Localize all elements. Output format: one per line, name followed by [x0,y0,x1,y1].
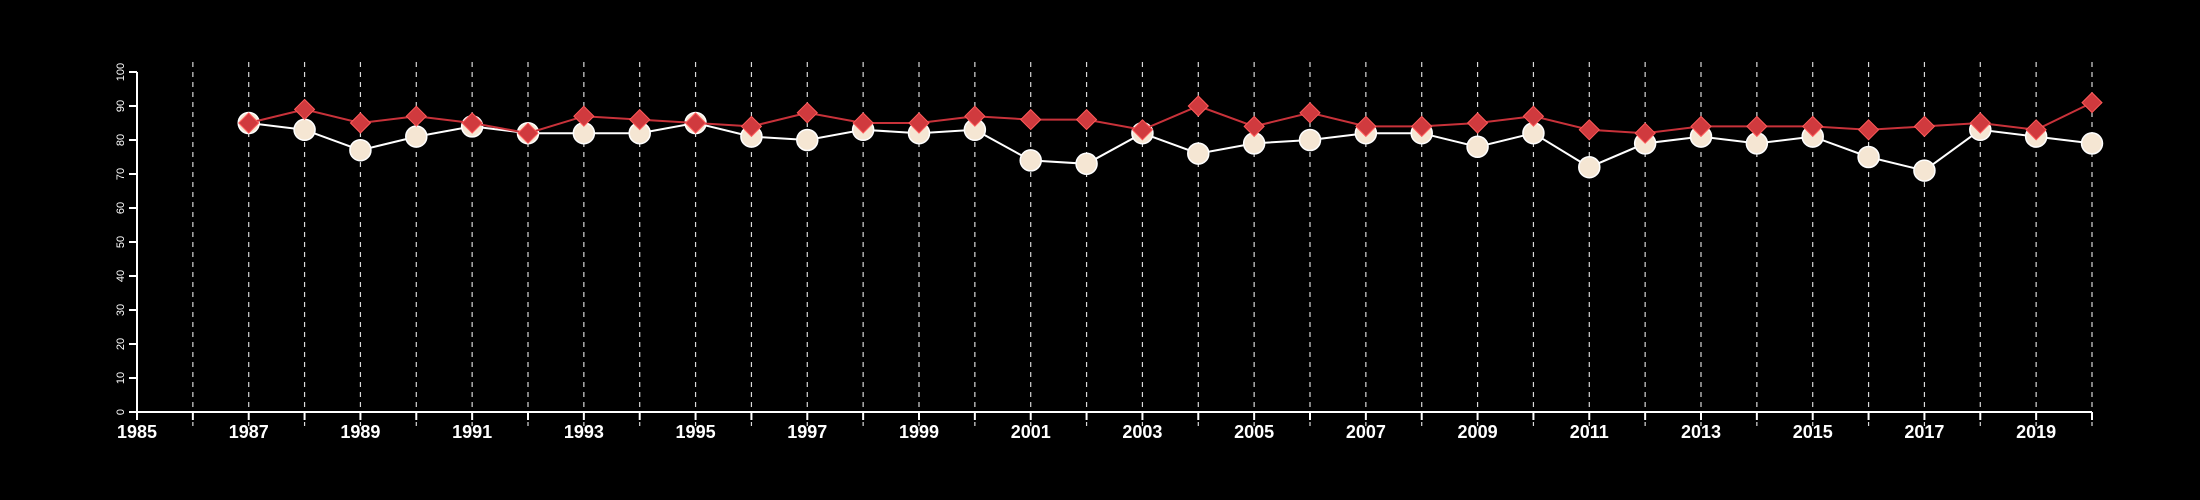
series-1-point-2002 [1075,152,1098,176]
series [237,91,2104,182]
x-tick-label-1987: 1987 [229,422,269,442]
series-1-point-1988 [293,118,316,142]
x-tick-label-1991: 1991 [452,422,492,442]
x-tick-label-2019: 2019 [2016,422,2056,442]
x-tick-label-1995: 1995 [676,422,716,442]
series-2-point-1996 [740,115,763,138]
x-tick-label-1985: 1985 [117,422,157,442]
series-1-point-2004 [1187,142,1210,165]
series-2-point-2013 [1690,115,1712,138]
series-1-point-2011 [1578,155,1601,179]
x-tick-label-2005: 2005 [1234,422,1274,442]
series-2-point-1990 [405,105,427,127]
series-2-point-2008 [1411,115,1433,138]
series-2-point-2015 [1802,115,1824,138]
series-2-point-1995 [684,112,707,134]
x-tick-label-1989: 1989 [340,422,380,442]
axes: 0 10 20 30 40 50 60 70 80 90 100 1985 1987 1989 1991 19… [115,63,2093,442]
series-2-point-1987 [238,112,260,134]
y-tick-label-70: 70 [115,168,127,180]
y-tick-label-40: 40 [115,270,127,282]
series-2-point-2014 [1746,115,1768,138]
x-tick-label-2003: 2003 [1122,422,1162,442]
series-2-point-1989 [349,112,372,134]
series-2-point-2007 [1355,115,1377,138]
series-2-point-1988 [293,98,316,121]
series-1-point-2017 [1913,159,1936,182]
series-2-point-1998 [852,112,874,134]
series-2-point-2000 [964,105,986,127]
series-2-point-2006 [1299,102,1321,124]
series-2-point-2009 [1466,112,1489,134]
y-tick-label-30: 30 [115,304,127,316]
series-2-line [248,101,2093,135]
x-tick-label-2009: 2009 [1458,422,1498,442]
series-1-point-1997 [796,128,819,152]
x-tick-label-1997: 1997 [787,422,827,442]
x-tick-label-2013: 2013 [1681,422,1721,442]
y-tick-label-80: 80 [115,134,127,146]
series-1-point-2001 [1019,149,1042,172]
x-tick-label-1999: 1999 [899,422,939,442]
x-tick-label-2015: 2015 [1793,422,1833,442]
series-2-point-1999 [908,112,930,134]
x-tick-label-2011: 2011 [1570,422,1609,442]
series-2-point-1993 [573,105,595,127]
series-2-point-1997 [796,102,818,124]
series-2-point-2018 [1969,112,1991,134]
series-1-point-2016 [1857,145,1880,169]
series-2-point-2016 [1857,119,1880,141]
y-tick-label-0: 0 [115,409,127,415]
x-tick-label-2007: 2007 [1346,422,1386,442]
series-2-point-2020 [2081,91,2103,114]
x-tick-label-1993: 1993 [564,422,604,442]
series-2-point-2011 [1578,119,1600,141]
series-1-point-1989 [349,138,372,162]
series-2-point-2019 [2025,119,2047,141]
series-2-point-2010 [1522,105,1545,127]
grid [192,62,2093,426]
series-2-point-2003 [1131,119,1154,141]
y-tick-label-100: 100 [115,63,127,81]
series-1-point-2006 [1298,128,1322,152]
y-tick-label-50: 50 [115,236,127,248]
series-2-point-1991 [461,112,483,134]
series-2-point-1994 [629,108,651,131]
series-1-point-2009 [1466,135,1489,159]
y-tick-label-90: 90 [115,100,127,112]
y-tick-label-10: 10 [115,372,127,384]
y-tick-label-20: 20 [115,338,127,350]
series-2-point-2001 [1020,108,1042,131]
x-tick-label-2001: 2001 [1011,422,1051,442]
series-2-point-1992 [517,122,539,144]
series-2-point-2012 [1634,122,1656,144]
series-2-point-2005 [1243,115,1265,138]
series-1-point-1990 [405,125,428,148]
y-tick-label-60: 60 [115,202,127,214]
series-2-point-2004 [1187,95,1209,117]
x-tick-label-2017: 2017 [1904,422,1944,442]
series-2-point-2002 [1075,108,1098,131]
series-2-point-2017 [1913,115,1936,138]
series-1-line [248,121,2093,172]
series-1-point-2020 [2080,132,2104,155]
